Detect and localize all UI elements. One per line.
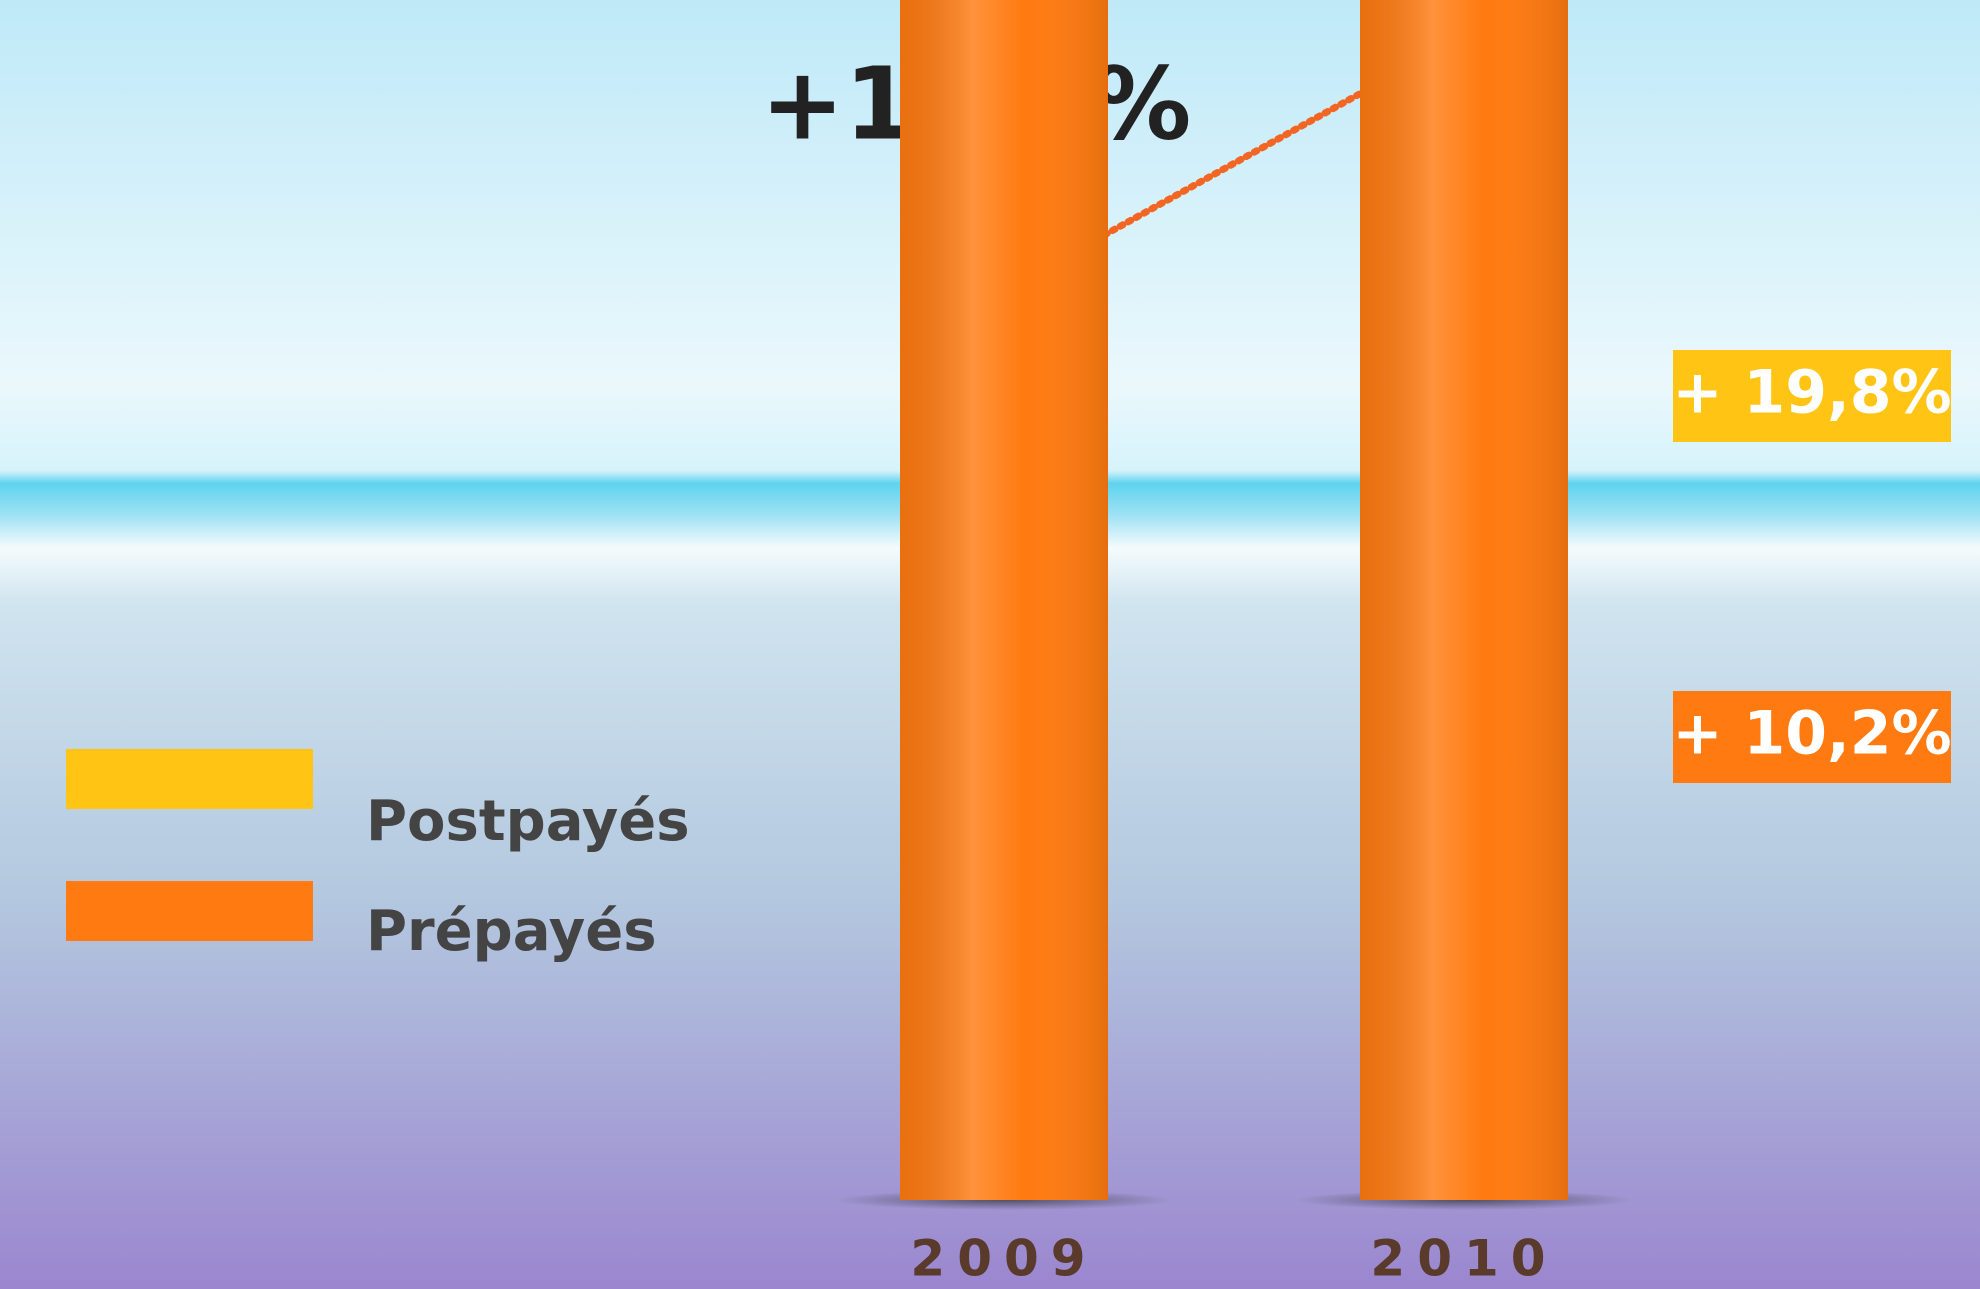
bar-sheen <box>900 0 1108 1201</box>
growth-label: + 10,2% <box>1672 699 1951 769</box>
legend-label: Postpayés <box>366 789 690 854</box>
growth-box <box>1673 350 1951 442</box>
x-tick-label: 2010 <box>1370 1230 1557 1288</box>
growth-label: + 19,8% <box>1672 358 1951 428</box>
x-tick-label: 2009 <box>910 1230 1097 1288</box>
growth-box <box>1673 691 1951 783</box>
bar-sheen <box>1360 0 1568 1200</box>
legend-swatch <box>66 749 313 809</box>
legend-swatch <box>66 881 313 941</box>
legend-label: Prépayés <box>366 899 657 964</box>
